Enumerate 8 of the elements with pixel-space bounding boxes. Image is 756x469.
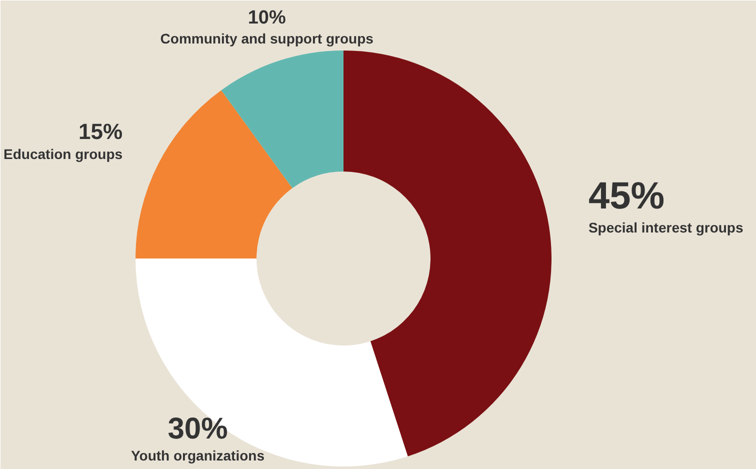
slice-label: Youth organizations [130, 448, 265, 464]
data-label: 45% [588, 176, 665, 218]
data-label: 10% [248, 8, 286, 28]
data-label: 15% [78, 118, 123, 144]
slice-label: Community and support groups [160, 30, 374, 46]
slice-label: Education groups [4, 146, 123, 162]
data-label: 30% [168, 412, 228, 446]
slice-label: Special interest groups [588, 220, 744, 236]
